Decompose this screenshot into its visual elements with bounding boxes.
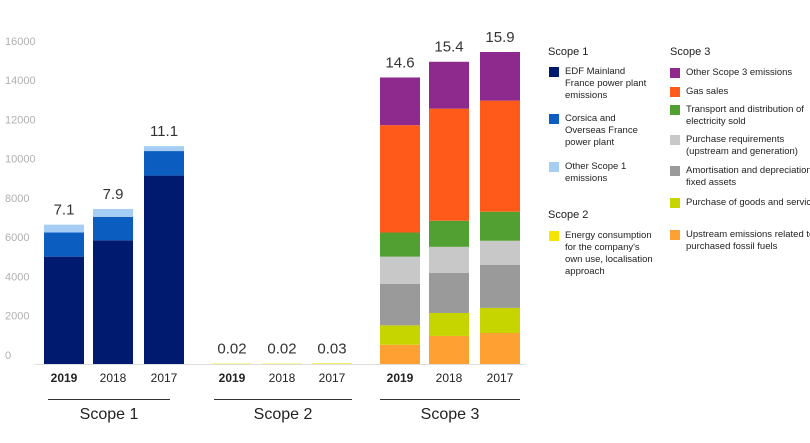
total-label: 14.6 — [385, 54, 414, 71]
legend-swatch — [549, 231, 559, 241]
bar-segment — [44, 256, 84, 364]
bar-segment — [380, 283, 420, 326]
bar-segment — [480, 51, 520, 101]
bar-segment — [480, 307, 520, 333]
bar-segment — [480, 332, 520, 364]
bar-segment — [480, 264, 520, 308]
legend-swatch — [670, 166, 680, 176]
legend-heading: Scope 3 — [670, 46, 711, 58]
bar-segment — [480, 240, 520, 265]
x-tick-label: 2019 — [51, 371, 78, 385]
y-tick-label: 10000 — [5, 154, 36, 166]
bar-segment — [429, 108, 469, 221]
bar-segment — [380, 77, 420, 126]
total-label: 15.9 — [485, 29, 514, 46]
x-tick-label: 2017 — [151, 371, 178, 385]
group-label: Scope 2 — [254, 406, 313, 423]
total-label: 11.1 — [150, 123, 178, 140]
y-tick-label: 6000 — [5, 232, 29, 244]
y-tick-label: 16000 — [5, 36, 36, 48]
bar-segment — [429, 272, 469, 313]
y-tick-label: 12000 — [5, 114, 36, 126]
x-tick-label: 2017 — [487, 371, 514, 385]
bar-segment — [380, 325, 420, 345]
legend-label: Upstream emissions related to purchased … — [686, 229, 810, 252]
bar-segment — [380, 125, 420, 233]
legend-label: Purchase of goods and services — [686, 197, 810, 208]
bar-segment — [93, 216, 133, 241]
legend-swatch — [549, 67, 559, 77]
legend-label: Other Scope 1 emissions — [565, 161, 627, 184]
y-tick-label: 0 — [5, 350, 11, 362]
legend-swatch — [670, 68, 680, 78]
legend-heading: Scope 2 — [548, 209, 589, 221]
legend-label: Energy consumption for the company's own… — [565, 230, 653, 277]
legend-swatch — [549, 114, 559, 124]
legend-label: Transport and distribution of electricit… — [686, 104, 804, 127]
bar-segment — [380, 344, 420, 364]
legend-swatch — [670, 87, 680, 97]
legend-label: EDF Mainland France power plant emission… — [565, 66, 647, 101]
bar-segment — [429, 61, 469, 109]
legend-swatch — [670, 230, 680, 240]
total-label: 7.9 — [103, 186, 124, 203]
bar-segment — [429, 312, 469, 336]
bar-segment — [429, 335, 469, 364]
x-tick-label: 2018 — [436, 371, 463, 385]
total-label: 0.02 — [267, 341, 296, 358]
total-label: 7.1 — [54, 202, 75, 219]
x-tick-label: 2019 — [219, 371, 246, 385]
bar-segment — [380, 232, 420, 257]
group-label: Scope 1 — [80, 406, 139, 423]
bar-segment — [144, 151, 184, 176]
bar-segment — [312, 363, 352, 364]
total-label: 15.4 — [434, 39, 463, 56]
bar-segment — [480, 211, 520, 241]
bar-segment — [44, 224, 84, 233]
bar-segment — [429, 246, 469, 273]
bar-segment — [144, 146, 184, 152]
bar-segment — [44, 232, 84, 257]
legend-label: Other Scope 3 emissions — [686, 67, 793, 78]
bar-segment — [93, 208, 133, 217]
legend-swatch — [670, 135, 680, 145]
y-tick-label: 4000 — [5, 271, 29, 283]
legend-label: Corsica and Overseas France power plant — [565, 113, 638, 148]
y-tick-label: 14000 — [5, 75, 36, 87]
legend-heading: Scope 1 — [548, 46, 589, 58]
bar-segment — [93, 240, 133, 364]
legend-label: Purchase requirements (upstream and gene… — [686, 134, 798, 157]
total-label: 0.02 — [217, 341, 246, 358]
x-tick-label: 2017 — [319, 371, 346, 385]
legend-swatch — [670, 198, 680, 208]
bar-segment — [480, 100, 520, 212]
bar-segment — [380, 256, 420, 284]
x-tick-label: 2019 — [387, 371, 414, 385]
bar-segment — [144, 175, 184, 364]
legend-swatch — [670, 105, 680, 115]
bar-segment — [429, 220, 469, 247]
legend-label: Amortisation and depreciation of fixed a… — [686, 165, 810, 188]
x-tick-label: 2018 — [269, 371, 296, 385]
y-tick-label: 8000 — [5, 193, 29, 205]
legend-swatch — [549, 162, 559, 172]
x-tick-label: 2018 — [100, 371, 127, 385]
group-label: Scope 3 — [421, 406, 480, 423]
total-label: 0.03 — [317, 340, 346, 357]
y-tick-label: 2000 — [5, 311, 29, 323]
legend-label: Gas sales — [686, 86, 729, 97]
